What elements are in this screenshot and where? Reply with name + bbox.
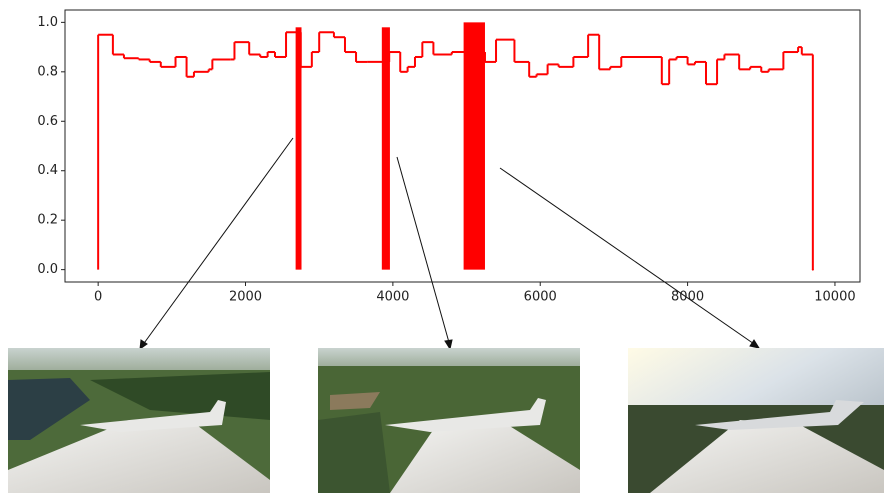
y-tick-label: 0.4: [37, 163, 58, 178]
y-tick-label: 0.6: [37, 114, 58, 129]
plot: 0.0 0.2 0.4 0.6 0.8 1.0 0 2000 4000 6000 8000 10000: [37, 15, 855, 305]
figure: 0.0 0.2 0.4 0.6 0.8 1.0 0 2000 4000 6000 8000 10000: [0, 0, 885, 493]
step-end: [812, 269, 814, 271]
y-tick-label: 0.8: [37, 64, 58, 79]
photo: [318, 348, 580, 493]
arrowhead: [445, 340, 452, 349]
dense-span: [382, 27, 390, 269]
arrow: [142, 138, 293, 346]
arrows: [140, 138, 759, 349]
photo: [8, 348, 270, 493]
x-tick-label: 8000: [671, 290, 704, 305]
arrow: [397, 157, 450, 346]
x-tick-label: 6000: [524, 290, 557, 305]
x-tick-label: 10000: [814, 290, 855, 305]
arrowhead: [750, 340, 759, 348]
photo: [628, 348, 884, 493]
y-tick-label: 1.0: [37, 15, 58, 30]
y-tick-label: 0.2: [37, 213, 58, 228]
y-tick-label: 0.0: [37, 262, 58, 277]
x-tick-label: 4000: [376, 290, 409, 305]
page: {"chart_data": {"type": "step", "x": [0,…: [0, 0, 885, 493]
dense-span: [464, 22, 485, 269]
plot-frame: [65, 10, 860, 282]
arrow: [500, 168, 757, 346]
x-tick-label: 0: [94, 290, 102, 305]
x-tick-label: 2000: [229, 290, 262, 305]
